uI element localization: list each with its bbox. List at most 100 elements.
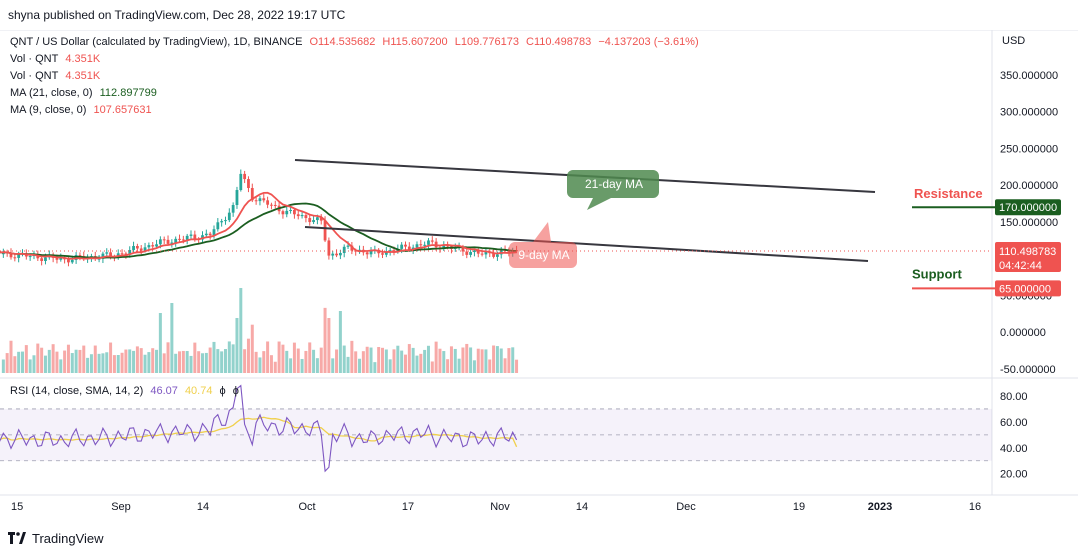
tradingview-logo-icon [8, 532, 26, 544]
candle-body [258, 198, 262, 202]
volume-bar [32, 355, 36, 373]
ma21-callout-label: 21-day MA [585, 177, 643, 191]
resistance-value-badge-bg [995, 199, 1061, 216]
candle-body [319, 217, 323, 221]
candle-body [9, 252, 13, 258]
resistance-value-badge: 170.000000 [999, 202, 1057, 214]
time-tick-label: Dec [676, 501, 696, 513]
candle-body [120, 253, 124, 255]
legend-vol-1[interactable]: Vol · QNT 4.351K [10, 53, 104, 65]
price-tick-label: 300.000000 [1000, 107, 1058, 119]
volume-bar [354, 351, 358, 373]
volume-bar [181, 350, 185, 373]
legend-ma21[interactable]: MA (21, close, 0) 112.897799 [10, 87, 161, 99]
volume-bar [70, 353, 74, 373]
volume-bar [47, 349, 51, 373]
candle-body [442, 245, 446, 249]
volume-bar [201, 353, 204, 373]
legend-vol-2[interactable]: Vol · QNT 4.351K [10, 70, 104, 82]
candle-body [484, 251, 488, 255]
volume-bar [235, 318, 239, 373]
candle-body [289, 209, 292, 211]
volume-bar [63, 350, 67, 373]
candle-body [105, 252, 109, 254]
volume-bar [369, 347, 373, 373]
candle-body [369, 251, 373, 255]
candle-body [101, 253, 105, 259]
candle-body [415, 244, 419, 248]
volume-bar [43, 355, 47, 373]
volume-bar [308, 342, 312, 373]
volume-bar [327, 318, 331, 373]
symbol-title[interactable]: QNT / US Dollar (calculated by TradingVi… [10, 36, 303, 48]
channel-lower-line [304, 226, 869, 262]
candle-body [158, 239, 162, 245]
volume-bar [132, 350, 136, 373]
candle-body [28, 256, 32, 258]
volume-bar [40, 347, 44, 373]
candle-body [40, 258, 44, 261]
price-tick-label: 200.000000 [1000, 180, 1058, 192]
candle-body [427, 240, 430, 245]
volume-bar [273, 361, 277, 373]
price-axis-currency: USD [1002, 35, 1025, 47]
time-tick-label: 15 [11, 501, 23, 513]
candle-body [335, 253, 338, 256]
candle-body [465, 251, 469, 255]
volume-bar [469, 347, 473, 373]
volume-bar [457, 358, 461, 373]
volume-bar [231, 344, 235, 373]
volume-bar [350, 340, 354, 373]
legend-ma9[interactable]: MA (9, close, 0) 107.657631 [10, 104, 156, 116]
candle-body [220, 221, 224, 223]
volume-bar [453, 348, 457, 373]
volume-bar [193, 342, 197, 373]
legend-high: H115.607200 [382, 36, 448, 48]
rsi-tick-label: 60.00 [1000, 417, 1028, 429]
candle-body [216, 222, 220, 230]
candle-body [193, 234, 197, 239]
volume-bar [304, 350, 308, 373]
volume-bar [82, 345, 86, 373]
candle-body [208, 233, 212, 236]
volume-bar [59, 359, 63, 373]
volume-bar [492, 345, 496, 373]
legend-rsi[interactable]: RSI (14, close, SMA, 14, 2) 46.07 40.74 … [10, 385, 243, 397]
candle-body [476, 250, 480, 254]
candle-body [189, 234, 193, 236]
candle-body [224, 220, 227, 222]
candle-body [423, 244, 427, 246]
volume-bar [216, 349, 220, 373]
volume-bar [488, 359, 492, 373]
legend-low: L109.776173 [454, 36, 519, 48]
candle-body [469, 252, 472, 255]
support-value-badge-bg [995, 280, 1061, 297]
volume-bar [128, 349, 132, 373]
volume-bar [151, 348, 155, 373]
ma21-callout-bg [567, 170, 659, 210]
volume-bar [426, 345, 430, 373]
volume-bar [78, 349, 82, 373]
volume-bar [66, 344, 70, 373]
volume-bar [292, 342, 296, 373]
tradingview-footer[interactable]: TradingView [8, 528, 104, 548]
volume-bar [266, 341, 270, 373]
volume-bar [55, 351, 59, 373]
volume-bar [9, 340, 13, 373]
volume-bar [289, 358, 293, 373]
rsi-extra: ϕ [219, 385, 226, 397]
volume-bar [277, 341, 281, 373]
volume-bar [285, 350, 289, 373]
chart-frame[interactable]: USD 350.000000 300.000000 250.000000 200.000… [0, 29, 1078, 525]
candle-body [166, 239, 170, 244]
volume-bar [461, 347, 465, 373]
rsi-label: RSI (14, close, SMA, 14, 2) [10, 385, 144, 397]
volume-bar [400, 350, 404, 373]
candle-body [350, 245, 354, 251]
volume-bar [124, 349, 128, 373]
chart-canvas[interactable]: USD 350.000000 300.000000 250.000000 200.000… [0, 29, 1078, 525]
legend-close: C110.498783 [526, 36, 592, 48]
support-label: Support [912, 266, 962, 281]
candle-body [143, 247, 147, 251]
volume-bar [296, 348, 300, 373]
